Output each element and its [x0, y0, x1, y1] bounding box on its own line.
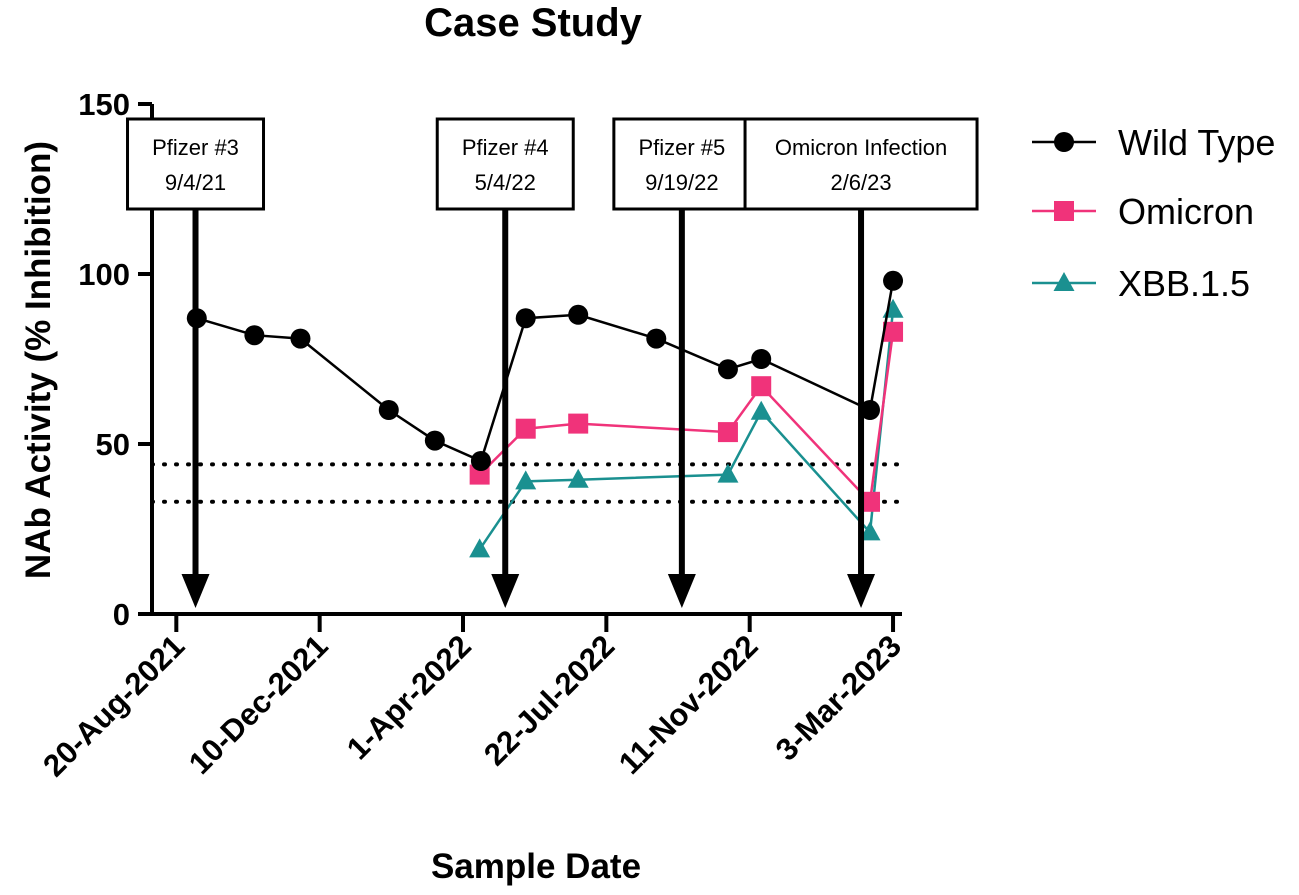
y-axis-title: NAb Activity (% Inhibition)	[19, 141, 58, 579]
annotation-arrow-head	[667, 574, 696, 608]
y-tick-label: 150	[78, 87, 130, 122]
data-point-wild-type	[515, 308, 536, 329]
reference-lines	[150, 462, 904, 504]
series-wild-type	[186, 270, 904, 471]
legend-marker	[1054, 201, 1074, 221]
legend-item: Wild Type	[1032, 122, 1275, 163]
legend-marker	[1054, 132, 1074, 152]
annotation-0: Pfizer #3 9/4/21	[126, 117, 266, 608]
legend-item: XBB.1.5	[1032, 263, 1250, 304]
legend-label: XBB.1.5	[1118, 263, 1250, 304]
annotation-layer: Pfizer #3 9/4/21 Pfizer #4 5/4/22 Pfizer #5 9…	[126, 117, 979, 608]
annotation-date: 5/4/22	[475, 170, 536, 195]
series-omicron	[469, 321, 904, 512]
annotation-date: 2/6/23	[830, 170, 891, 195]
data-point-wild-type	[646, 328, 667, 349]
x-axis-title: Sample Date	[431, 847, 641, 886]
data-point-xbb-1-5	[515, 470, 537, 490]
legend: Wild Type Omicron XBB.1.5	[1032, 122, 1275, 304]
annotation-box	[743, 117, 979, 211]
annotation-arrow-head	[181, 574, 210, 608]
x-tick-label: 1-Apr-2022	[340, 628, 478, 766]
y-tick-label: 0	[113, 597, 130, 632]
data-point-wild-type	[751, 349, 772, 369]
data-point-omicron	[515, 418, 536, 439]
annotation-title: Omicron Infection	[775, 135, 947, 160]
x-tick-label: 3-Mar-2023	[769, 628, 908, 767]
data-point-wild-type	[378, 400, 399, 420]
legend-label: Wild Type	[1118, 122, 1275, 163]
y-tick-label: 100	[78, 257, 130, 292]
data-point-xbb-1-5	[567, 468, 589, 488]
annotation-3: Omicron Infection 2/6/23	[743, 117, 979, 608]
data-point-wild-type	[883, 270, 904, 291]
data-point-wild-type	[244, 325, 265, 346]
annotation-title: Pfizer #3	[152, 135, 239, 160]
data-point-omicron	[717, 422, 738, 443]
y-tick-label: 50	[96, 427, 130, 462]
data-point-xbb-1-5	[717, 463, 739, 483]
series-line-wild-type	[196, 280, 895, 463]
data-point-xbb-1-5	[469, 538, 491, 558]
data-point-wild-type	[717, 359, 738, 380]
legend-label: Omicron	[1118, 191, 1254, 232]
series-layer	[186, 270, 904, 558]
annotation-arrow-head	[847, 574, 876, 608]
x-tick-label: 11-Nov-2022	[612, 628, 765, 781]
annotation-title: Pfizer #4	[462, 135, 549, 160]
data-point-wild-type	[470, 451, 491, 471]
annotation-arrow-head	[491, 574, 520, 608]
data-point-wild-type	[424, 430, 445, 451]
chart-title: Case Study	[424, 1, 643, 45]
legend-item: Omicron	[1032, 191, 1254, 232]
data-point-omicron	[568, 413, 589, 434]
x-tick-label: 22-Jul-2022	[477, 628, 621, 772]
annotation-title: Pfizer #5	[638, 135, 725, 160]
annotation-date: 9/4/21	[165, 170, 226, 195]
x-tick-label: 10-Dec-2021	[182, 628, 335, 781]
annotation-date: 9/19/22	[645, 170, 718, 195]
data-point-omicron	[751, 376, 772, 397]
data-point-xbb-1-5	[882, 298, 904, 318]
annotation-1: Pfizer #4 5/4/22	[435, 117, 575, 608]
data-point-omicron	[860, 491, 881, 512]
annotation-2: Pfizer #5 9/19/22	[612, 117, 752, 608]
data-point-omicron	[883, 321, 904, 342]
x-tick-label: 20-Aug-2021	[36, 628, 191, 783]
annotation-box	[435, 117, 575, 211]
annotation-box	[612, 117, 752, 211]
annotation-box	[126, 117, 266, 211]
legend-marker	[1053, 272, 1075, 291]
data-point-wild-type	[568, 304, 589, 325]
data-point-xbb-1-5	[750, 400, 772, 420]
data-point-wild-type	[860, 400, 881, 420]
data-point-xbb-1-5	[859, 521, 881, 541]
data-point-wild-type	[290, 328, 311, 349]
